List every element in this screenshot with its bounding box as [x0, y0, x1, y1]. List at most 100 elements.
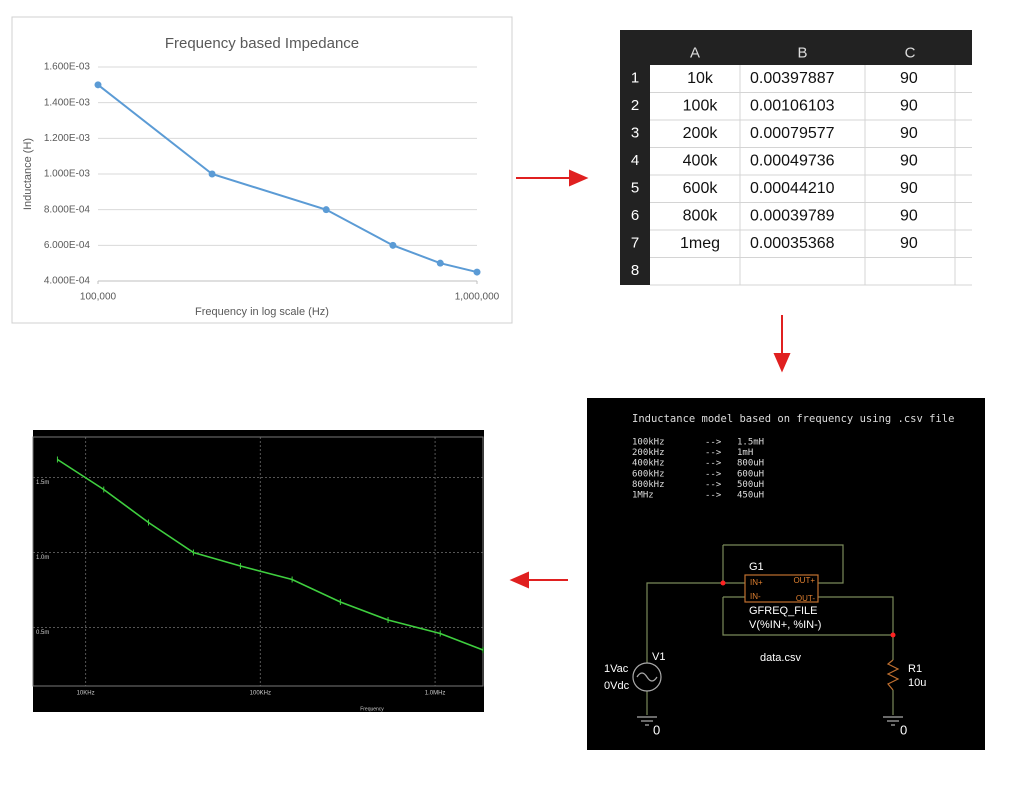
schematic-text: Inductance model based on frequency usin… [632, 413, 954, 425]
data-point [322, 206, 330, 214]
schematic-text: --> [705, 438, 722, 448]
row-number: 8 [631, 262, 639, 279]
schematic-label: OUT+ [793, 576, 815, 585]
cell: 90 [900, 207, 918, 224]
schematic-label: G1 [749, 561, 764, 573]
x-tick-label: 10KHz [77, 691, 95, 697]
row-number: 2 [631, 97, 639, 114]
data-line [97, 84, 478, 274]
y-axis-label: Inductance (H) [22, 138, 34, 210]
column-header: B [797, 44, 807, 61]
schematic-label: V(%IN+, %IN-) [749, 619, 821, 631]
y-tick-label: 1.400E-03 [44, 97, 91, 108]
x-axis-label: Frequency in log scale (Hz) [195, 306, 329, 318]
row-number: 7 [631, 235, 639, 252]
schematic-text: 600kHz [632, 469, 665, 479]
data-point [208, 170, 216, 178]
schematic-text: --> [705, 448, 722, 458]
excel-chart-frame [11, 16, 513, 324]
cell: 0.00079577 [750, 125, 835, 142]
schematic-text: --> [705, 480, 722, 490]
cell: 800k [683, 207, 719, 224]
header-row [620, 30, 972, 65]
data-line [57, 458, 484, 651]
data-point [436, 259, 444, 267]
cell: 90 [900, 180, 918, 197]
y-tick-label: 1.600E-03 [44, 62, 91, 73]
schematic-label: 1Vac [604, 663, 629, 675]
schematic-label: 0 [900, 722, 907, 737]
cell: 0.00049736 [750, 152, 835, 169]
schematic-text: --> [705, 491, 722, 501]
cell: 90 [900, 152, 918, 169]
cell: 0.00039789 [750, 207, 835, 224]
schematic-text: 800uH [737, 459, 764, 469]
junction [890, 632, 896, 638]
schematic-frame [587, 398, 985, 750]
y-tick-label: 4.000E-04 [44, 276, 91, 287]
schematic-text: --> [705, 459, 722, 469]
x-tick-label: 100KHz [250, 691, 271, 697]
cell: 1meg [680, 235, 720, 252]
schematic-text: 1MHz [632, 491, 654, 501]
y-tick-label: 8.000E-04 [44, 204, 91, 215]
y-tick-label: 1.0m [36, 555, 49, 561]
row-number: 4 [631, 152, 639, 169]
x-tick-label: 100,000 [80, 292, 117, 303]
row-number: 3 [631, 125, 639, 142]
cell: 100k [683, 97, 719, 114]
schematic-label: 0 [653, 722, 660, 737]
row-header-column [620, 65, 650, 285]
schematic-label: V1 [652, 651, 665, 663]
cell: 0.00106103 [750, 97, 835, 114]
spreadsheet-frame [620, 30, 972, 290]
schematic-text: 450uH [737, 491, 764, 501]
y-tick-label: 6.000E-04 [44, 240, 91, 251]
schematic-text: 200kHz [632, 448, 665, 458]
data-point [389, 241, 397, 249]
schematic-text: 400kHz [632, 459, 665, 469]
chart-title: Frequency based Impedance [165, 35, 359, 52]
y-tick-label: 1.000E-03 [44, 169, 91, 180]
x-axis-label: Frequency [360, 706, 384, 712]
cell: 0.00397887 [750, 70, 835, 87]
schematic-label: IN+ [750, 578, 763, 587]
schematic-label: data.csv [760, 652, 801, 664]
schematic-text: 800kHz [632, 480, 665, 490]
cell: 90 [900, 97, 918, 114]
data-point [94, 81, 102, 89]
cell: 90 [900, 70, 918, 87]
plot-border [32, 436, 484, 687]
cell: 400k [683, 152, 719, 169]
y-tick-label: 1.200E-03 [44, 133, 91, 144]
column-header: A [690, 44, 700, 61]
schematic-wires [632, 544, 903, 726]
schematic-label: 0Vdc [604, 680, 630, 692]
schematic-label: OUT- [796, 594, 815, 603]
schematic-text: 100kHz [632, 438, 665, 448]
schematic-text: --> [705, 469, 722, 479]
schematic-label: R1 [908, 663, 922, 675]
data-point [473, 268, 481, 276]
schematic-label: IN- [750, 592, 761, 601]
row-number: 1 [631, 70, 639, 87]
junction [720, 580, 726, 586]
y-tick-label: 0.5m [36, 630, 49, 636]
column-header: C [905, 44, 916, 61]
cell: 90 [900, 235, 918, 252]
cell: 90 [900, 125, 918, 142]
schematic-label: 10u [908, 677, 926, 689]
schematic-text: 1.5mH [737, 438, 764, 448]
cell: 10k [687, 70, 714, 87]
row-number: 5 [631, 180, 639, 197]
cell: 600k [683, 180, 719, 197]
schematic-text: 600uH [737, 469, 764, 479]
row-number: 6 [631, 207, 639, 224]
cell: 200k [683, 125, 719, 142]
schematic-label: GFREQ_FILE [749, 605, 817, 617]
schematic-text: 1mH [737, 448, 753, 458]
arrows [509, 169, 791, 589]
x-tick-label: 1,000,000 [455, 292, 500, 303]
cell: 0.00044210 [750, 180, 835, 197]
